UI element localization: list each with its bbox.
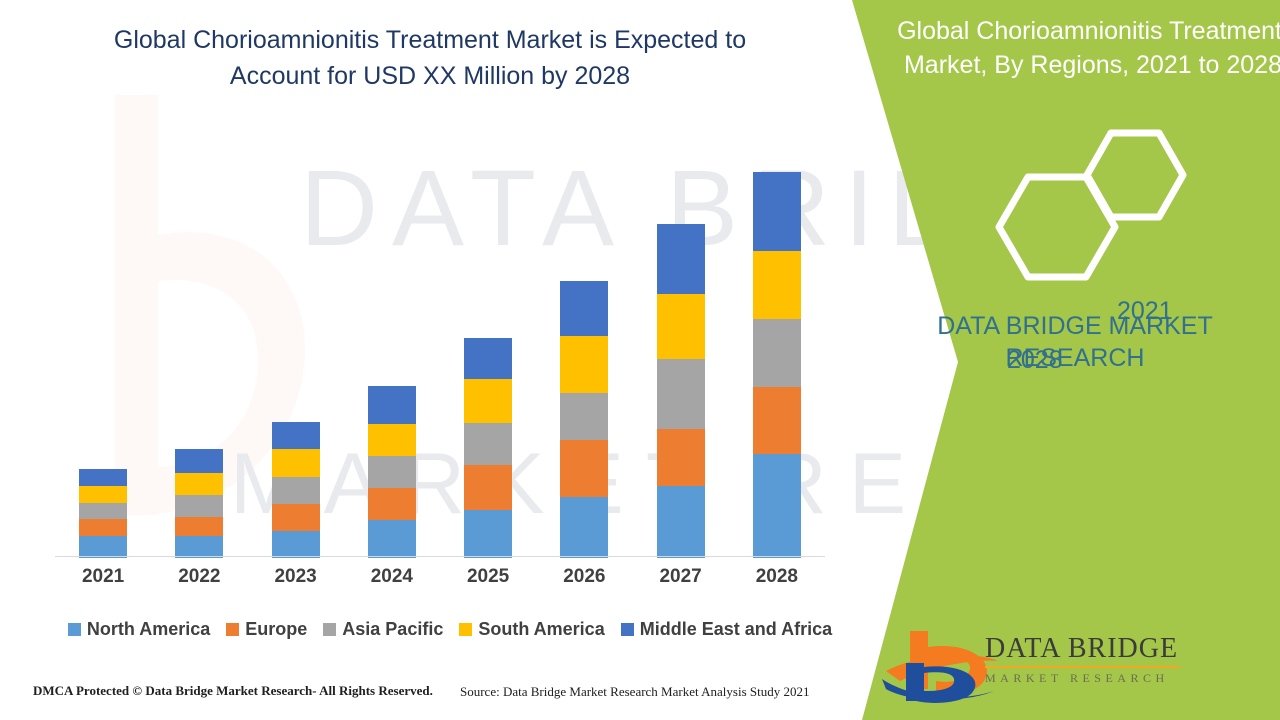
legend-item[interactable]: South America [459,618,605,640]
brand-name: DATA BRIDGE MARKET RESEARCH [937,312,1213,372]
legend-label: North America [86,618,211,639]
bar-2026 [560,281,609,558]
bar-segment [656,486,705,558]
bar-2027 [656,224,705,558]
bar-segment [464,423,513,465]
legend-swatch-icon [323,622,337,636]
bar-segment [367,488,416,521]
x-axis-label-2028: 2028 [755,566,799,587]
bar-segment [656,294,705,359]
legend-swatch-icon [620,622,634,636]
bar-segment [464,509,513,558]
bar-2022 [175,449,224,558]
logo-text: DATA BRIDGE MARKET RESEARCH [985,634,1215,686]
footer-copyright: DMCA Protected © Data Bridge Market Rese… [33,683,433,698]
bar-segment [271,449,320,477]
hexagon-shapes-icon [995,129,1187,281]
bar-segment [560,393,609,441]
bar-segment [79,502,128,520]
legend-item[interactable]: Europe [226,619,307,640]
bar-segment [79,469,128,486]
x-axis-label-2025: 2025 [466,566,510,587]
bar-segment [271,530,320,558]
bar-2024 [367,386,416,558]
chart-legend: North America Europe Asia Pacific South Ame… [55,616,845,642]
bar-segment [464,379,513,423]
bar-segment [752,386,801,455]
bar-segment [752,172,801,251]
legend-label: Middle East and Africa [639,618,833,639]
chart-x-axis-line [55,556,825,557]
bar-segment [175,517,224,536]
chart-x-axis-labels: 2021 2022 2023 2024 2025 2026 2027 2028 [55,566,825,596]
x-axis-label-2024: 2024 [370,566,414,587]
logo-text-line1: DATA BRIDGE [985,633,1179,664]
legend-swatch-icon [67,622,81,636]
hexagon-group: 2021 2028 [980,125,1210,374]
bar-segment [367,455,416,489]
logo-text-line2: MARKET RESEARCH [985,671,1169,685]
bar-segment [752,250,801,319]
legend-label: Europe [245,618,308,639]
legend-label: Asia Pacific [342,618,444,639]
bar-segment [464,338,513,380]
bar-segment [752,318,801,387]
bar-2028 [752,172,801,558]
bar-2023 [271,422,320,558]
x-axis-label-2021: 2021 [81,566,125,587]
bar-segment [752,454,801,558]
bar-2025 [464,338,513,558]
legend-item[interactable]: Middle East and Africa [620,618,833,640]
legend-label: South America [478,618,605,639]
bar-segment [560,497,609,558]
bar-segment [175,535,224,558]
chart-panel: Global Chorioamnionitis Treatment Market… [33,26,845,699]
bar-segment [271,476,320,504]
bar-segment [175,473,224,496]
footer-source: Source: Data Bridge Market Research Mark… [460,684,810,699]
bar-segment [175,449,224,474]
panel-title: Global Chorioamnionitis Treatment Market… [897,17,1280,79]
bar-2021 [79,469,128,558]
x-axis-label-2022: 2022 [178,566,221,587]
x-axis-label-2026: 2026 [563,566,606,587]
bar-segment [79,535,128,558]
chart-plot-area [55,170,825,558]
bar-segment [464,464,513,510]
bar-segment [367,520,416,558]
legend-swatch-icon [459,622,473,636]
legend-swatch-icon [226,622,240,636]
bar-segment [560,281,609,336]
bar-segment [560,335,609,394]
bar-segment [367,423,416,456]
legend-item[interactable]: North America [67,618,211,640]
bar-segment [79,485,128,503]
x-axis-label-2027: 2027 [659,566,702,587]
x-axis-label-2023: 2023 [274,566,317,587]
bar-segment [79,519,128,536]
bar-segment [271,422,320,450]
bar-segment [271,503,320,531]
bar-segment [367,386,416,424]
bar-segment [175,495,224,518]
chart-title: Global Chorioamnionitis Treatment Market… [113,26,747,90]
green-panel-content: Global Chorioamnionitis Treatment Market… [870,0,1280,720]
bar-segment [656,224,705,295]
bar-segment [656,358,705,429]
bar-segment [656,428,705,487]
legend-item[interactable]: Asia Pacific [323,619,443,640]
bar-segment [560,440,609,498]
logo-divider [985,666,1180,668]
